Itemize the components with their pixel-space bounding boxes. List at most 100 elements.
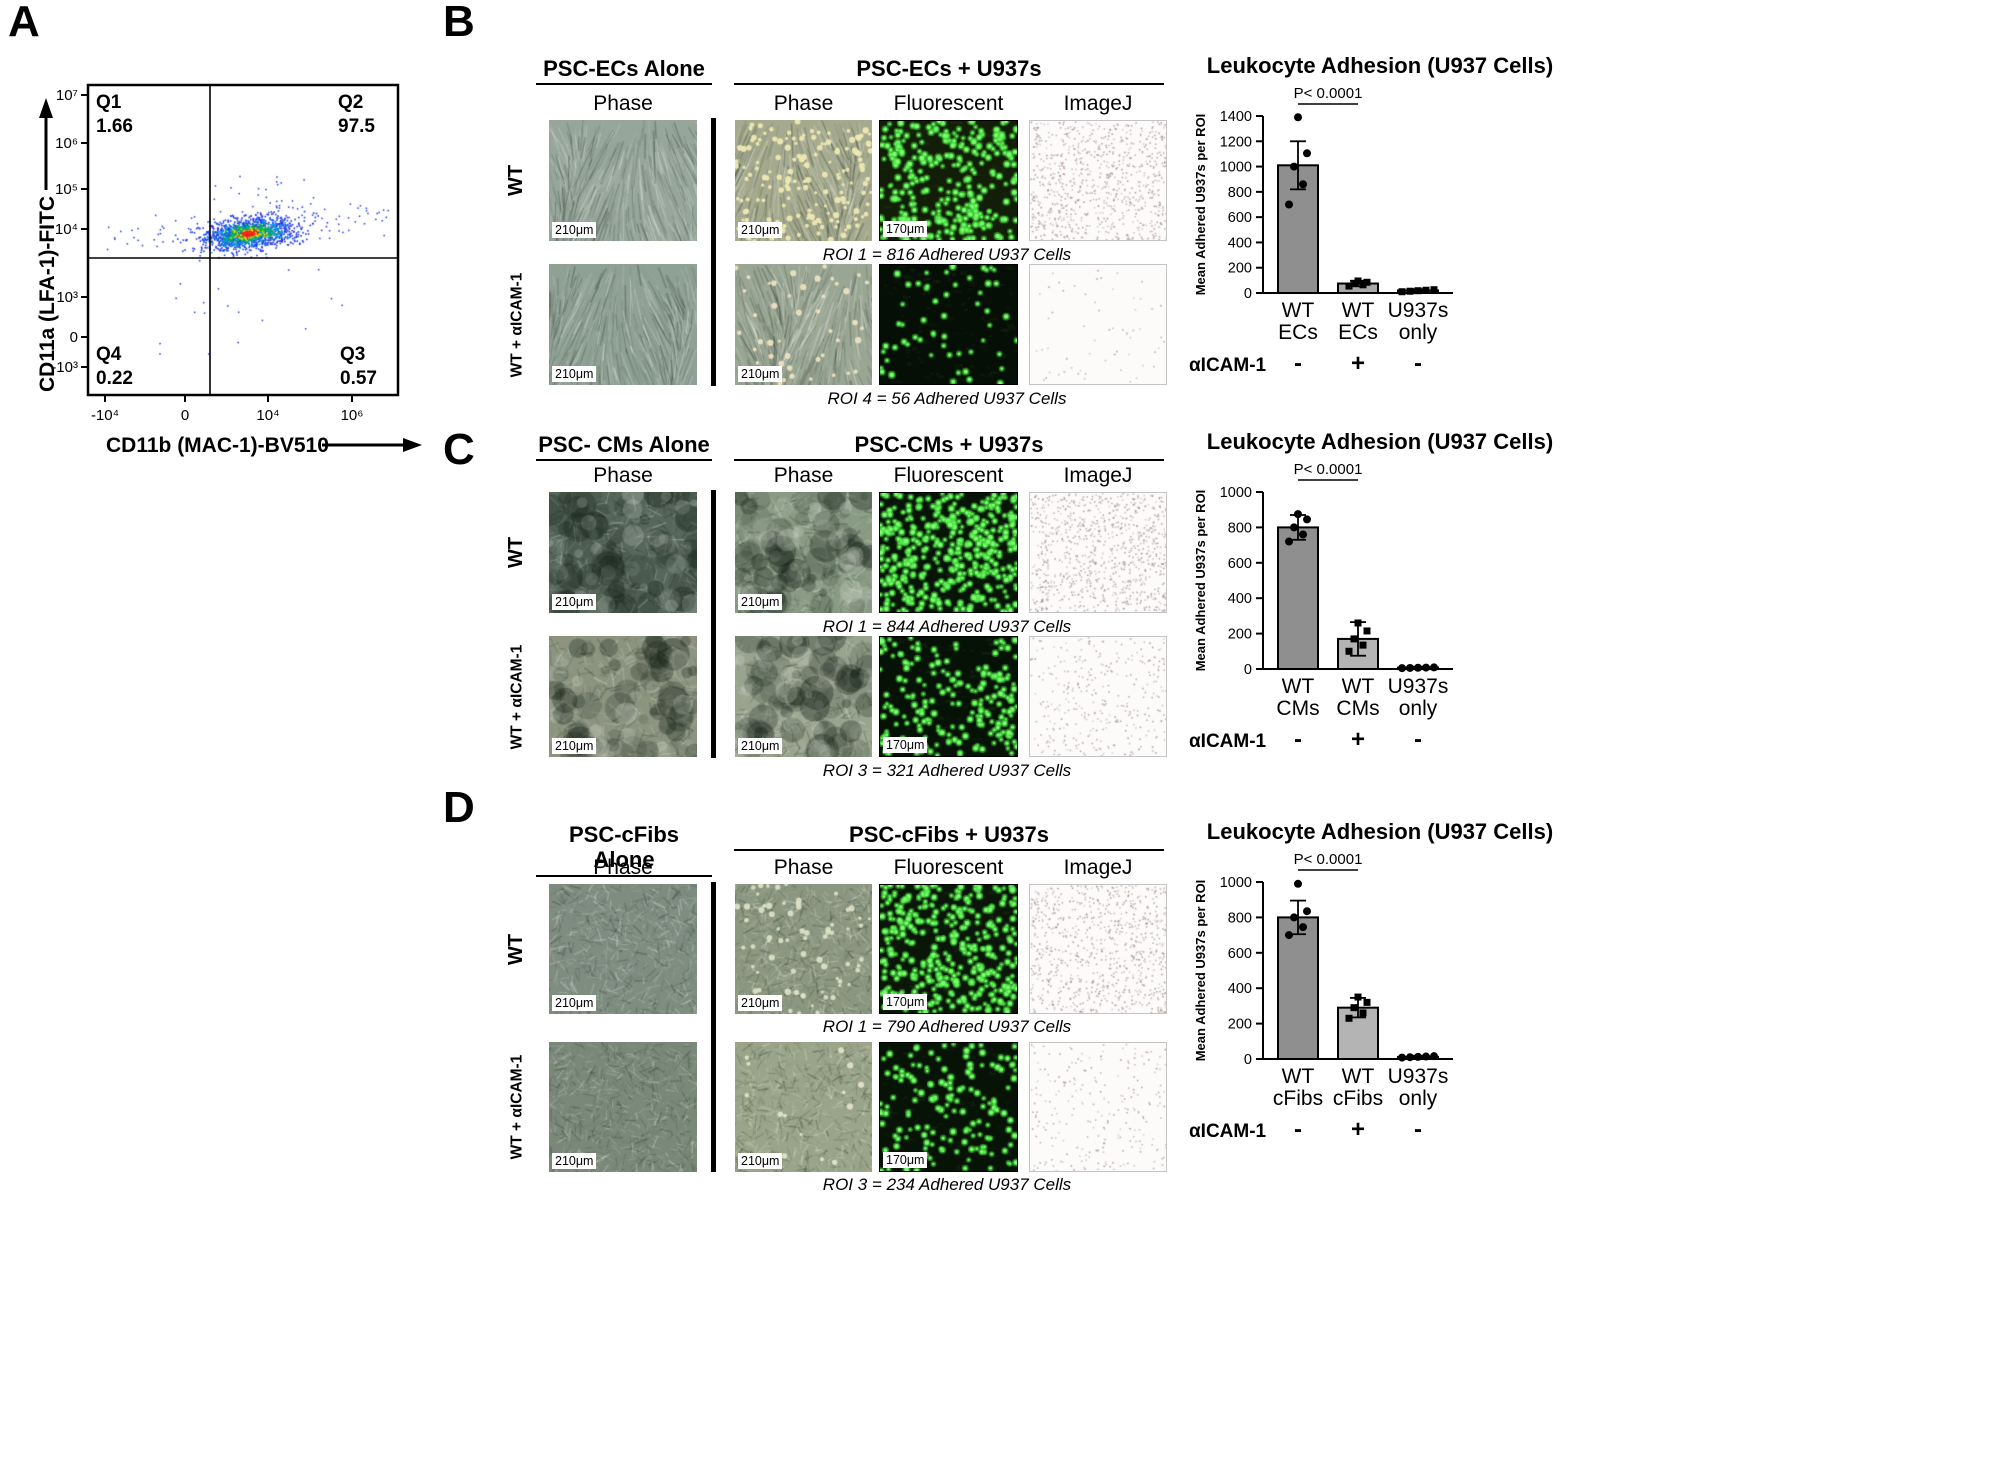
column-header-fluorescent: Fluorescent [893, 464, 1004, 487]
cms-u937-wt-phase-image: 210μm [735, 492, 872, 613]
svg-text:800: 800 [1228, 185, 1252, 201]
x-tick: 10⁶ [341, 407, 364, 424]
svg-text:CMs: CMs [1276, 697, 1319, 720]
quadrant-q1-value: 1.66 [96, 116, 133, 137]
scale-bar-label: 170μm [883, 221, 928, 237]
fluorescent-image-canvas [880, 493, 1017, 612]
ecs-u937-wt-fluorescent-image: 170μm [879, 120, 1018, 241]
chart-title: Leukocyte Adhesion (U937 Cells) [1206, 429, 1554, 454]
y-tick: 10³ [56, 289, 78, 306]
quadrant-q2-label: Q2 [338, 92, 363, 113]
cms-u937-wt-imagej-image [1029, 492, 1167, 613]
column-header-phase: Phase [773, 92, 834, 115]
panel-c-alone-header: PSC- CMs Alone [536, 432, 712, 462]
ecs-u937-aicam-phase-image: 210μm [735, 264, 872, 385]
svg-text:800: 800 [1228, 911, 1252, 927]
quadrant-q4-label: Q4 [96, 344, 122, 365]
svg-text:400: 400 [1228, 236, 1252, 252]
cms-u937-wt-fluorescent-image [879, 492, 1018, 613]
scale-bar-label: 210μm [552, 222, 597, 238]
quadrant-q4-value: 0.22 [96, 368, 133, 389]
panel-b-plus-header: PSC-ECs + U937s [734, 56, 1164, 86]
imagej-image-canvas [1030, 1043, 1166, 1171]
svg-text:600: 600 [1228, 556, 1252, 572]
svg-text:600: 600 [1228, 210, 1252, 226]
row-label-wt: WT [505, 933, 528, 965]
flow-plot-box [86, 83, 400, 397]
phase-image-canvas [549, 120, 697, 241]
scale-bar-label: 210μm [738, 1153, 783, 1169]
phase-image-canvas [735, 264, 872, 385]
fluorescent-image-canvas [880, 885, 1017, 1013]
scale-bar-label: 210μm [552, 995, 597, 1011]
svg-text:ECs: ECs [1278, 321, 1318, 344]
svg-text:U937s: U937s [1388, 675, 1449, 698]
bar-chart-ecs: 0 200 400 600 800 1000 1200 1400 Mean Adhered U9… [1189, 85, 1453, 377]
svg-text:-: - [1294, 726, 1302, 753]
svg-text:only: only [1399, 1087, 1438, 1110]
svg-text:Mean Adhered U937s per ROI: Mean Adhered U937s per ROI [1193, 880, 1208, 1062]
row-label-wt: WT [505, 164, 528, 197]
y-tick: -10³ [51, 359, 78, 376]
svg-text:-: - [1294, 350, 1302, 377]
scale-bar-label: 210μm [552, 1153, 597, 1169]
cms-u937-aicam-imagej-image [1029, 636, 1167, 757]
roi-caption: ROI 1 = 790 Adhered U937 Cells [822, 1017, 1072, 1036]
column-header-phase: Phase [773, 856, 834, 879]
ecs-u937-aicam-fluorescent-image [879, 264, 1018, 385]
cms-u937-aicam-fluorescent-image: 170μm [879, 636, 1018, 757]
quadrant-q3-value: 0.57 [340, 368, 377, 389]
roi-caption: ROI 1 = 816 Adhered U937 Cells [822, 245, 1072, 264]
y-tick: 0 [70, 329, 78, 346]
svg-text:αICAM-1: αICAM-1 [1189, 1121, 1267, 1142]
phase-image-canvas [549, 264, 697, 385]
scale-bar-label: 210μm [552, 366, 597, 382]
roi-caption: ROI 3 = 234 Adhered U937 Cells [822, 1175, 1072, 1194]
svg-text:only: only [1399, 697, 1438, 720]
phase-image-canvas [735, 492, 872, 613]
phase-image-canvas [735, 1042, 872, 1172]
imagej-image-canvas [1030, 885, 1166, 1013]
svg-text:Mean Adhered U937s per ROI: Mean Adhered U937s per ROI [1193, 490, 1208, 672]
panel-d-letter: D [443, 783, 475, 832]
scale-bar-label: 170μm [883, 1152, 928, 1168]
bar-chart-cfibs: 0 200 400 600 800 1000 Mean Adhered U937s per … [1189, 851, 1453, 1143]
ecs-u937-aicam-imagej-image [1029, 264, 1167, 385]
svg-text:-: - [1414, 350, 1422, 377]
cfibs-u937-aicam-phase-image: 210μm [735, 1042, 872, 1172]
svg-text:WT: WT [1342, 299, 1375, 322]
panel-b-alone-header: PSC-ECs Alone [536, 56, 712, 86]
svg-text:200: 200 [1228, 627, 1252, 643]
cms-alone-aicam-phase-image: 210μm [549, 636, 697, 757]
y-tick: 10⁶ [55, 135, 78, 152]
imagej-image-canvas [1030, 493, 1166, 612]
phase-image-canvas [549, 492, 697, 613]
leukocyte-adhesion-chart-cfibs: Leukocyte Adhesion (U937 Cells) 0 200 400 6… [1185, 819, 1575, 1169]
flow-x-axis-label: CD11b (MAC-1)-BV510 [106, 434, 329, 457]
flow-scatter-canvas [88, 85, 398, 395]
leukocyte-adhesion-chart-ecs: Leukocyte Adhesion (U937 Cells) 0 200 400 6… [1185, 53, 1575, 403]
column-header-fluorescent: Fluorescent [893, 92, 1004, 115]
ecs-u937-wt-phase-image: 210μm [735, 120, 872, 241]
panel-d-plus-header: PSC-cFibs + U937s [734, 822, 1164, 852]
svg-text:cFibs: cFibs [1273, 1087, 1323, 1110]
panel-c-letter: C [443, 425, 475, 474]
phase-image-canvas [549, 1042, 697, 1172]
phase-image-canvas [549, 884, 697, 1014]
scale-bar-label: 170μm [883, 994, 928, 1010]
svg-text:0: 0 [1244, 286, 1252, 302]
svg-text:1200: 1200 [1220, 134, 1252, 150]
svg-text:1000: 1000 [1220, 485, 1252, 501]
svg-text:+: + [1351, 726, 1365, 753]
y-tick: 10⁴ [55, 221, 78, 238]
fluorescent-image-canvas [880, 637, 1017, 756]
y-tick: 10⁷ [56, 87, 78, 104]
imagej-image-canvas [1030, 637, 1166, 756]
svg-text:400: 400 [1228, 591, 1252, 607]
column-header-imagej: ImageJ [1063, 464, 1133, 487]
svg-text:Mean Adhered U937s per ROI: Mean Adhered U937s per ROI [1193, 114, 1208, 296]
imagej-image-canvas [1030, 121, 1166, 240]
svg-text:-: - [1414, 726, 1422, 753]
ecs-alone-aicam-phase-image: 210μm [549, 264, 697, 385]
svg-text:800: 800 [1228, 521, 1252, 537]
